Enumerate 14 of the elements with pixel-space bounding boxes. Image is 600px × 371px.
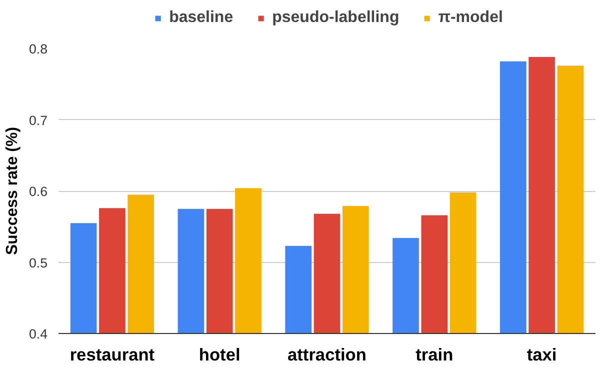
x-tick-label: train xyxy=(416,344,454,364)
y-tick-label: 0.5 xyxy=(28,255,48,270)
x-tick-label: attraction xyxy=(288,344,366,364)
y-tick-label: 0.7 xyxy=(28,112,48,128)
y-tick-label: 0.4 xyxy=(28,326,48,342)
legend-label: baseline xyxy=(169,9,234,27)
y-tick-label: 0.8 xyxy=(28,42,48,56)
legend-label: π-model xyxy=(438,9,503,27)
x-tick-label: taxi xyxy=(526,344,557,364)
legend-label: pseudo-labelling xyxy=(272,9,400,27)
y-tick-label: 0.6 xyxy=(28,184,48,199)
y-axis-title: Success rate (%) xyxy=(4,126,21,256)
x-tick-label: restaurant xyxy=(70,344,155,364)
x-tick-label: hotel xyxy=(198,344,240,364)
